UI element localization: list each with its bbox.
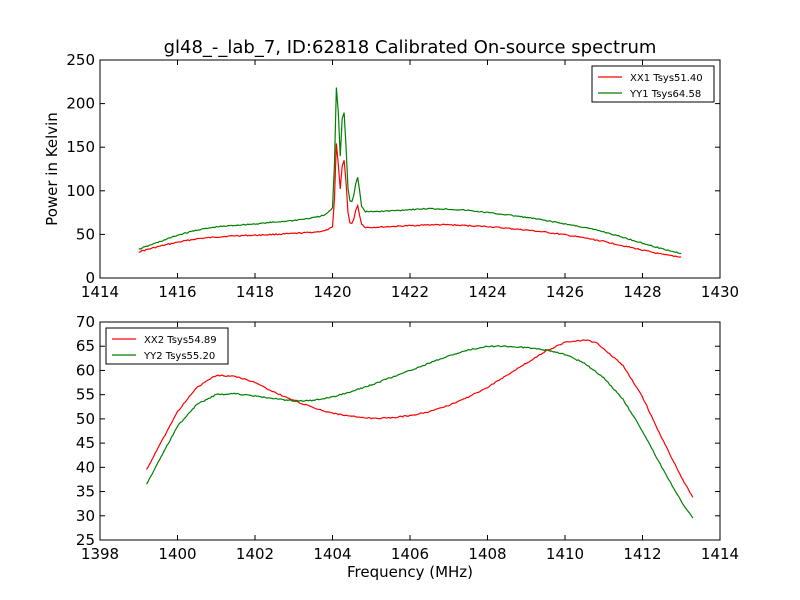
bottom-plot-xtick-label: 1408 <box>468 545 506 563</box>
bottom-plot-panel: Frequency (MHz) 1398 1400 1402 1404 1406 1408… <box>76 313 739 581</box>
bottom-plot-legend-box <box>105 327 229 365</box>
bottom-plot-ytick-label: 55 <box>76 386 95 404</box>
bottom-plot-xtick-label: 1414 <box>701 545 739 563</box>
top-plot-ytick-label: 50 <box>76 225 95 243</box>
top-plot-xtick-label: 1422 <box>391 283 429 301</box>
bottom-plot-xtick-label: 1404 <box>313 545 351 563</box>
bottom-plot-xtick-label: 1402 <box>236 545 274 563</box>
top-plot-ytick-label: 150 <box>66 138 95 156</box>
top-plot-xtick-label: 1424 <box>468 283 506 301</box>
bottom-plot-xtick-label: 1412 <box>623 545 661 563</box>
bottom-plot-ytick-label: 45 <box>76 434 95 452</box>
top-plot-xtick-label: 1418 <box>236 283 274 301</box>
top-plot-legend-box <box>591 65 715 103</box>
figure-title: gl48_-_lab_7, ID:62818 Calibrated On-sou… <box>164 37 657 58</box>
bottom-plot-ytick-label: 40 <box>76 458 95 476</box>
bottom-plot-ytick-label: 70 <box>76 313 95 331</box>
bottom-plot-xtick-label: 1410 <box>546 545 584 563</box>
top-plot-xtick-label: 1430 <box>701 283 739 301</box>
top-plot-ytick-label: 0 <box>85 269 95 287</box>
bottom-plot-xlabel: Frequency (MHz) <box>347 563 473 581</box>
top-plot-xtick-label: 1414 <box>81 283 119 301</box>
bottom-plot-ytick-label: 65 <box>76 337 95 355</box>
bottom-plot-series-line-1 <box>146 339 694 498</box>
top-plot-series-line-1 <box>138 143 682 258</box>
top-plot-xtick-label: 1420 <box>313 283 351 301</box>
top-plot-xtick-label: 1426 <box>546 283 584 301</box>
top-plot-legend-label-2: YY1 Tsys64.58 <box>629 89 701 100</box>
bottom-plot-ytick-label: 50 <box>76 410 95 428</box>
bottom-plot-legend-label-1: XX2 Tsys54.89 <box>144 335 217 346</box>
top-plot-xtick-label: 1416 <box>158 283 196 301</box>
bottom-plot-ytick-label: 60 <box>76 361 95 379</box>
bottom-plot-ytick-label: 25 <box>76 531 95 549</box>
bottom-plot-xtick-label: 1406 <box>391 545 429 563</box>
top-plot-panel: Power in Kelvin 1414 1416 1418 1420 1422 1424… <box>43 51 739 301</box>
bottom-plot-xtick-label: 1398 <box>81 545 119 563</box>
top-plot-xtick-label: 1428 <box>623 283 661 301</box>
bottom-plot-legend: XX2 Tsys54.89 YY2 Tsys55.20 <box>105 327 229 365</box>
bottom-plot-legend-label-2: YY2 Tsys55.20 <box>143 351 215 362</box>
top-plot-series-line-2 <box>138 87 682 255</box>
top-plot-ylabel: Power in Kelvin <box>43 112 61 226</box>
top-plot-legend: XX1 Tsys51.40 YY1 Tsys64.58 <box>591 65 715 103</box>
top-plot-ytick-label: 200 <box>66 95 95 113</box>
bottom-plot-series-line-2 <box>145 344 694 519</box>
top-plot-legend-label-1: XX1 Tsys51.40 <box>630 73 703 84</box>
top-plot-ytick-label: 250 <box>66 51 95 69</box>
top-plot-ytick-label: 100 <box>66 182 95 200</box>
bottom-plot-xtick-label: 1400 <box>158 545 196 563</box>
bottom-plot-ytick-label: 35 <box>76 483 95 501</box>
bottom-plot-ytick-label: 30 <box>76 507 95 525</box>
